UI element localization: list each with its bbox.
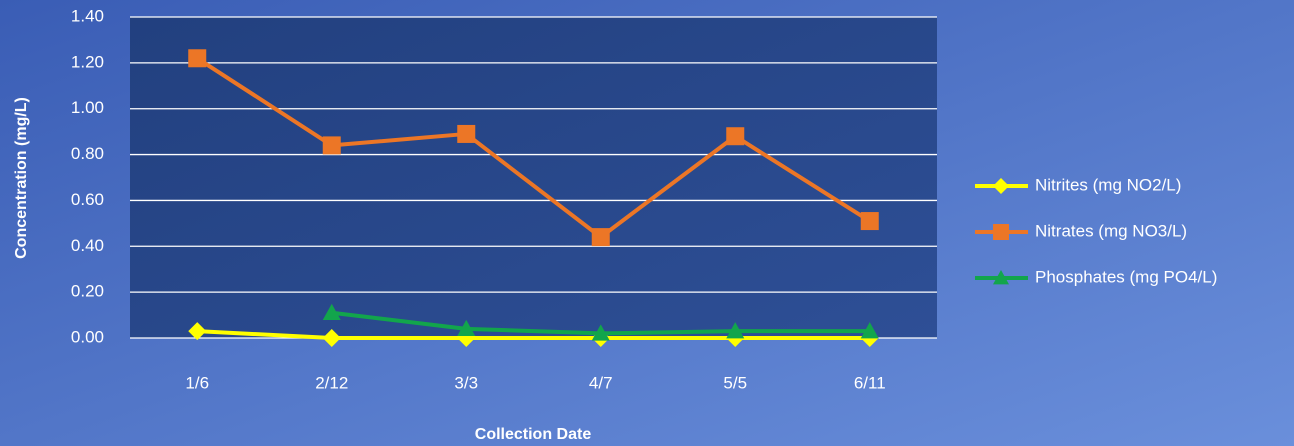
legend-label: Nitrates (mg NO3/L) bbox=[1035, 221, 1187, 240]
marker bbox=[322, 136, 341, 155]
x-tick-label: 2/12 bbox=[315, 373, 348, 392]
marker bbox=[457, 319, 476, 337]
x-tick-label: 5/5 bbox=[723, 373, 747, 392]
y-axis-label: Concentration (mg/L) bbox=[13, 97, 30, 259]
plot-area bbox=[130, 17, 937, 338]
x-tick-label: 1/6 bbox=[185, 373, 209, 392]
x-tick-label: 4/7 bbox=[589, 373, 613, 392]
marker bbox=[860, 212, 879, 231]
marker bbox=[188, 49, 207, 68]
y-tick-label: 0.00 bbox=[71, 327, 104, 346]
marker bbox=[591, 228, 610, 247]
y-tick-label: 0.20 bbox=[71, 282, 104, 301]
legend-marker bbox=[993, 178, 1009, 194]
legend-marker bbox=[993, 270, 1009, 285]
marker bbox=[322, 303, 341, 320]
marker bbox=[860, 322, 879, 339]
series-line bbox=[197, 329, 870, 340]
legend-label: Phosphates (mg PO4/L) bbox=[1035, 267, 1217, 286]
legend-marker bbox=[993, 224, 1009, 240]
x-tick-label: 3/3 bbox=[454, 373, 478, 392]
y-tick-label: 1.20 bbox=[71, 52, 104, 71]
y-tick-label: 0.80 bbox=[71, 144, 104, 163]
marker bbox=[188, 322, 207, 341]
marker bbox=[591, 324, 610, 341]
series-line bbox=[196, 56, 871, 240]
x-tick-label: 6/11 bbox=[854, 373, 886, 392]
x-axis-label: Collection Date bbox=[475, 426, 592, 443]
marker bbox=[726, 127, 745, 146]
y-tick-label: 1.00 bbox=[71, 98, 104, 117]
y-tick-label: 0.40 bbox=[71, 236, 104, 255]
marker bbox=[322, 329, 341, 347]
marker bbox=[457, 124, 476, 143]
legend-label: Nitrites (mg NO2/L) bbox=[1035, 175, 1181, 194]
marker bbox=[726, 322, 745, 339]
y-tick-label: 1.40 bbox=[71, 6, 104, 25]
y-tick-label: 0.60 bbox=[71, 190, 104, 209]
